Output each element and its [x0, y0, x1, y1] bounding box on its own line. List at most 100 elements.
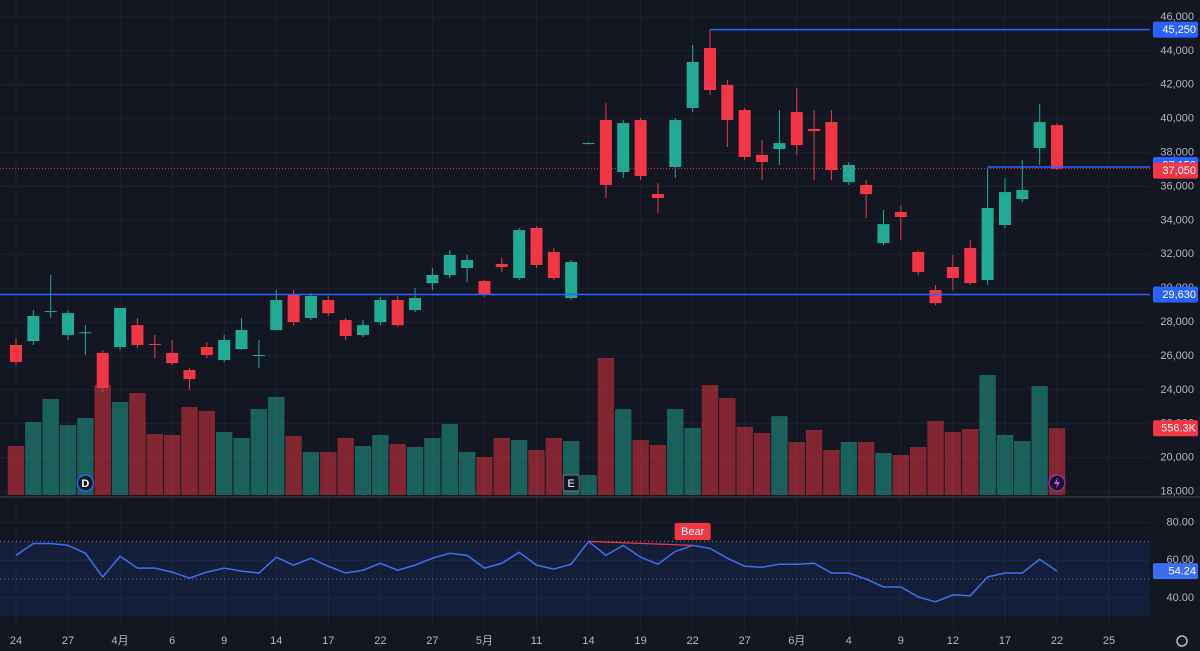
volume-bar	[962, 429, 979, 495]
volume-bar	[25, 422, 42, 495]
candle-body	[235, 330, 248, 350]
candle-body	[617, 123, 630, 173]
candle-body	[252, 354, 265, 356]
candle-body	[339, 320, 352, 336]
volume-bar	[406, 447, 424, 495]
x-tick-label: 6	[169, 635, 175, 647]
candle-body	[96, 352, 109, 389]
volume-bar	[684, 428, 701, 495]
x-tick-label: 9	[221, 635, 227, 647]
x-tick-label: 22	[374, 635, 386, 647]
volume-bar	[597, 357, 615, 495]
volume-bar	[857, 441, 875, 495]
y-tick-label: 26,000	[1160, 350, 1194, 362]
candle-body	[461, 260, 474, 269]
volume-bar	[233, 438, 250, 495]
annotation-box	[674, 523, 711, 540]
candle-body	[981, 208, 994, 281]
x-tick-label: 6月	[788, 635, 805, 647]
volume-bar	[996, 435, 1014, 495]
candle-body	[218, 340, 231, 361]
candle-body	[270, 300, 283, 331]
settings-icon[interactable]	[1176, 635, 1188, 647]
volume-bar	[7, 446, 25, 495]
volume-bar	[458, 452, 476, 495]
rsi-tick-label: 80.00	[1166, 516, 1194, 528]
event-label: E	[568, 478, 575, 490]
volume-bar	[667, 408, 684, 495]
event-label: D	[81, 478, 89, 490]
candle-body	[166, 352, 179, 364]
x-tick-label: 27	[739, 635, 751, 647]
volume-label: 556.3K	[1161, 423, 1197, 435]
candle-body	[669, 120, 682, 167]
candle-body	[998, 192, 1011, 225]
candle-body	[860, 184, 873, 195]
price-line-label: 29,630	[1162, 289, 1196, 301]
y-tick-label: 34,000	[1160, 214, 1194, 226]
volume-bar	[615, 408, 632, 495]
candle-body	[1033, 122, 1046, 148]
volume-bar	[129, 393, 146, 495]
candle-body	[946, 266, 959, 279]
candle-body	[825, 122, 838, 171]
volume-bar	[788, 441, 805, 495]
volume-bar	[528, 450, 545, 495]
x-tick-label: 24	[10, 635, 22, 647]
volume-bar	[875, 453, 892, 495]
rsi-line	[15, 540, 1058, 603]
volume-bar	[337, 438, 354, 495]
x-tick-label: 14	[582, 635, 594, 647]
y-tick-label: 32,000	[1160, 248, 1194, 260]
volume-bar	[944, 432, 962, 495]
candle-body	[374, 300, 387, 323]
volume-bar	[719, 398, 736, 495]
candle-body	[148, 343, 161, 345]
candle-body	[357, 325, 369, 335]
volume-bar	[840, 441, 857, 495]
x-tick-label: 9	[898, 635, 904, 647]
price-line-label-box	[1153, 162, 1198, 179]
candle-body	[912, 252, 925, 273]
price-line-label-box	[1153, 21, 1198, 38]
y-tick-label: 18,000	[1160, 486, 1194, 498]
candle-body	[10, 344, 22, 362]
candle-body	[599, 120, 612, 185]
candle-body	[756, 154, 769, 163]
y-tick-label: 40,000	[1160, 113, 1194, 125]
candle-body	[790, 112, 803, 146]
candle-body	[582, 143, 595, 145]
volume-bar	[372, 435, 389, 495]
volume-bar	[632, 440, 649, 495]
volume-bar	[753, 432, 771, 495]
x-tick-label: 17	[999, 635, 1011, 647]
x-tick-label: 17	[322, 635, 334, 647]
candle-body	[929, 290, 942, 304]
event-marker	[562, 474, 580, 492]
volume-bar	[701, 384, 719, 495]
volume-bar	[736, 426, 753, 495]
price-line-label: 37,050	[1162, 165, 1196, 177]
y-tick-label: 46,000	[1160, 11, 1194, 23]
x-tick-label: 12	[947, 635, 959, 647]
x-tick-label: 19	[634, 635, 646, 647]
volume-bar	[389, 444, 406, 495]
candle-body	[495, 263, 508, 267]
candle-body	[62, 313, 75, 335]
candle-body	[304, 295, 317, 319]
volume-bar	[580, 474, 597, 495]
candle-body	[773, 143, 786, 150]
event-marker	[76, 474, 95, 492]
volume-bar	[805, 429, 823, 495]
rsi-tick-label: 40.00	[1166, 592, 1194, 604]
volume-bar	[441, 423, 458, 495]
candle-body	[721, 84, 734, 121]
rsi-value-label-box	[1153, 563, 1198, 580]
volume-bar	[111, 402, 129, 495]
x-tick-label: 5月	[476, 635, 493, 647]
volume-bar	[181, 407, 198, 495]
candle-body	[704, 47, 716, 91]
candle-body	[1051, 125, 1063, 169]
